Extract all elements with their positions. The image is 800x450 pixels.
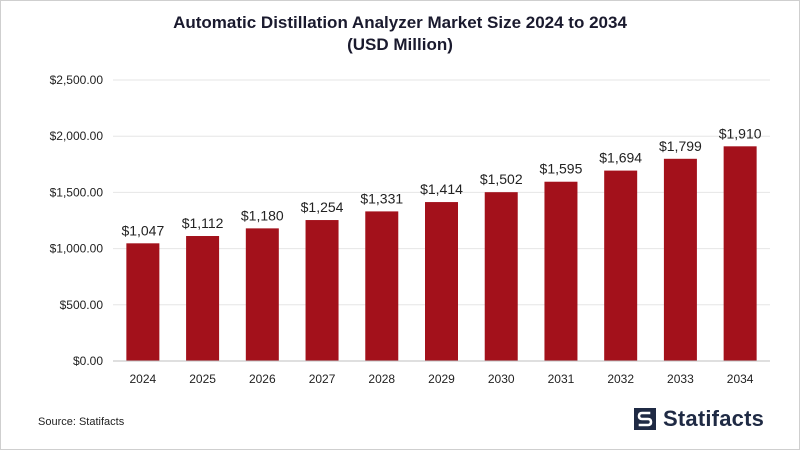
x-tick-label: 2028 bbox=[368, 372, 395, 386]
bar bbox=[305, 220, 339, 361]
source-note: Source: Statifacts bbox=[38, 416, 125, 428]
chart-title: Automatic Distillation Analyzer Market S… bbox=[0, 12, 800, 56]
bar-value-label: $1,595 bbox=[540, 161, 583, 177]
bar-value-label: $1,414 bbox=[420, 181, 463, 197]
bar bbox=[245, 228, 279, 361]
bar bbox=[425, 202, 458, 361]
x-tick-label: 2031 bbox=[548, 372, 575, 386]
bar-value-label: $1,694 bbox=[599, 150, 642, 166]
bar bbox=[186, 236, 220, 361]
bar bbox=[604, 170, 638, 361]
chart-title-line-2: (USD Million) bbox=[347, 35, 453, 54]
x-tick-label: 2029 bbox=[428, 372, 455, 386]
bar-value-label: $1,047 bbox=[121, 222, 164, 238]
x-tick-label: 2034 bbox=[727, 372, 754, 386]
brand-name: Statifacts bbox=[663, 406, 765, 431]
bar-value-label: $1,180 bbox=[241, 207, 284, 223]
bar-value-label: $1,910 bbox=[719, 125, 762, 141]
bar-value-label: $1,254 bbox=[301, 199, 344, 215]
statifacts-logo-icon bbox=[634, 408, 656, 430]
x-tick-label: 2033 bbox=[667, 372, 694, 386]
x-tick-label: 2030 bbox=[488, 372, 515, 386]
y-tick-label: $2,500.00 bbox=[50, 73, 104, 87]
bar bbox=[663, 158, 697, 361]
x-tick-label: 2032 bbox=[607, 372, 634, 386]
y-tick-label: $1,500.00 bbox=[50, 185, 104, 199]
bar bbox=[723, 146, 757, 361]
y-tick-label: $0.00 bbox=[73, 354, 103, 368]
bar-value-label: $1,331 bbox=[360, 190, 403, 206]
x-tick-label: 2026 bbox=[249, 372, 276, 386]
bar bbox=[126, 243, 160, 361]
bar bbox=[544, 181, 578, 361]
x-tick-label: 2025 bbox=[189, 372, 216, 386]
bar bbox=[484, 192, 518, 361]
y-tick-label: $2,000.00 bbox=[50, 129, 104, 143]
bar-value-label: $1,502 bbox=[480, 171, 523, 187]
brand-logo: Statifacts bbox=[633, 404, 764, 434]
bar bbox=[365, 211, 399, 361]
chart-title-line-1: Automatic Distillation Analyzer Market S… bbox=[173, 13, 627, 32]
y-tick-label: $500.00 bbox=[60, 298, 104, 312]
bar-value-label: $1,112 bbox=[182, 215, 224, 231]
x-tick-label: 2024 bbox=[130, 372, 157, 386]
y-tick-label: $1,000.00 bbox=[50, 242, 104, 256]
x-tick-label: 2027 bbox=[309, 372, 336, 386]
bar-value-label: $1,799 bbox=[659, 138, 702, 154]
